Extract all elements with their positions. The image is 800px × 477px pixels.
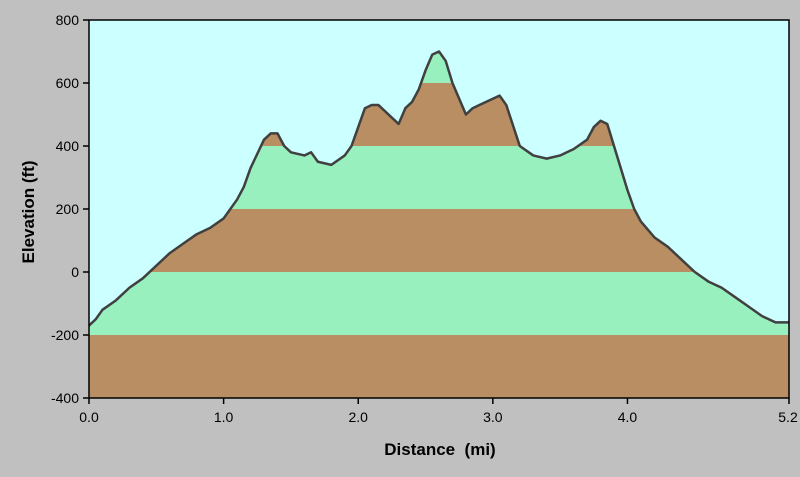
y-tick-label: 800	[56, 12, 80, 28]
y-tick-label: 200	[56, 201, 80, 217]
y-tick-label: 400	[56, 138, 80, 154]
x-tick-label: 5.2	[778, 409, 798, 425]
elevation-band	[89, 272, 789, 335]
x-tick-label: 2.0	[348, 409, 368, 425]
elevation-band	[89, 335, 789, 398]
y-tick-label: 0	[71, 264, 79, 280]
plot-area	[88, 20, 789, 398]
x-tick-label: 1.0	[214, 409, 234, 425]
x-tick-label: 0.0	[79, 409, 99, 425]
y-tick-label: -200	[51, 327, 79, 343]
y-tick-label: -400	[51, 390, 79, 406]
elevation-profile-line	[88, 50, 789, 327]
x-tick-label: 3.0	[483, 409, 503, 425]
x-axis-title: Distance (mi)	[384, 440, 495, 459]
y-tick-label: 600	[56, 75, 80, 91]
x-tick-label: 4.0	[618, 409, 638, 425]
y-axis-title: Elevation (ft)	[19, 161, 38, 264]
